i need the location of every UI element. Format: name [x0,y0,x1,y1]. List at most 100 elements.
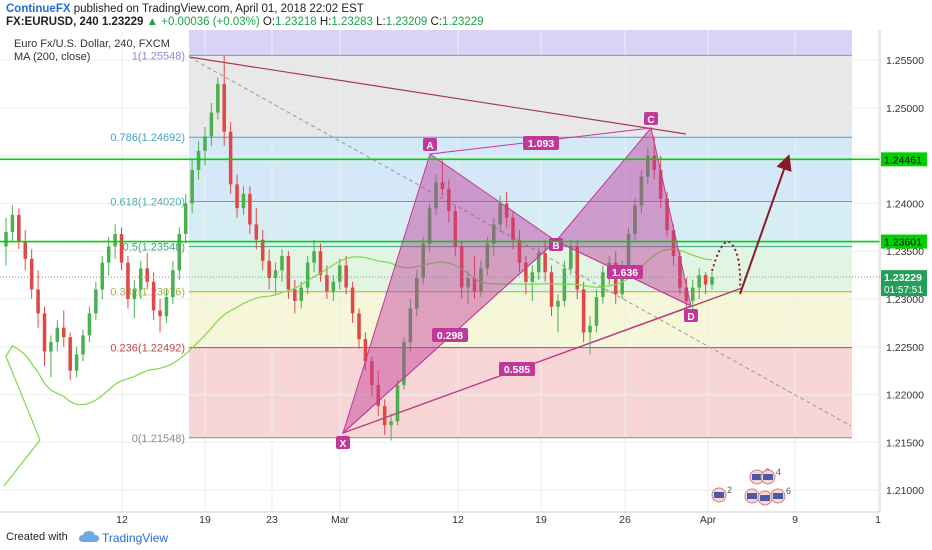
candle-body [145,268,149,282]
price-tick-label: 1.24000 [886,198,924,210]
fib-level-label: 0.786(1.24692) [110,132,185,144]
candle-body [29,258,34,290]
candle-body [690,287,695,301]
economic-events[interactable]: 22456 [711,467,791,506]
candle-body [447,189,451,212]
resistance-trendline [188,56,687,135]
candle-body [55,327,60,343]
candle-body [196,150,201,170]
candle-body [504,203,509,218]
pattern-point-label: X [340,439,347,450]
candle-body [453,211,458,247]
time-tick-label: 1 [875,514,881,526]
current-price-badge [881,270,927,297]
candle-body [414,277,419,309]
candle-body [402,342,406,386]
high-label: H: [319,16,332,28]
candle-body [665,198,669,231]
flag-stripe [714,492,724,498]
time-tick-label: 12 [116,514,128,526]
candle-body [49,342,53,352]
candle-body [684,287,689,301]
candle-body [42,313,47,352]
symbol-text[interactable]: FX:EURUSD, 240 [6,16,99,28]
high-value: 1.23283 [331,16,373,28]
candle-body [671,230,676,256]
ratio-label: 1.093 [528,138,554,150]
published-text: published on TradingView.com, April 01, … [73,3,364,15]
candle-body [4,232,8,247]
candle-body [106,246,111,263]
candle-body [171,270,175,298]
time-tick-label: Apr [700,514,717,526]
ma-200-line [3,248,713,487]
candle-body [517,239,522,263]
candle-body [633,205,637,234]
open-label: O: [262,16,276,28]
candle-body [466,277,470,288]
event-count: 2 [727,485,732,495]
candle-body [594,297,599,326]
candle-body [498,203,502,225]
time-axis[interactable]: 12 19 23 Mar 12 19 26 Apr 9 1 [0,511,881,526]
price-chart[interactable]: 1(1.25548) 0.786(1.24692) 0.618(1.24020) 0.… [0,30,932,526]
candle-body [113,233,117,247]
flag-stripe [752,474,762,480]
candle-body [325,275,329,292]
fib-level-label: 0(1.21548) [132,433,185,445]
candle-body [485,243,490,269]
horizontal-levels[interactable] [0,158,880,243]
candle-body [652,155,657,170]
candle-body [588,325,592,333]
price-tick-label: 1.25000 [886,103,924,115]
candle-body [350,287,355,314]
candle-body [703,275,708,285]
candle-body [620,265,624,295]
candle-body [209,112,214,137]
candle-body [408,308,413,343]
ratio-badge [432,328,468,342]
projection-arrows[interactable] [711,154,792,295]
price-tick-label: 1.21500 [886,437,924,449]
pattern-point-badge [423,138,437,151]
author-name[interactable]: ContinueFX [6,3,71,15]
candle-body [626,233,631,266]
ratio-badge [607,265,643,279]
level-price-badge [881,152,927,167]
publish-line: ContinueFX published on TradingView.com,… [6,3,364,15]
candle-body [459,246,464,288]
pattern-point-badge [336,436,350,449]
candle-body [536,253,541,273]
chart-header: ContinueFX published on TradingView.com,… [0,0,932,30]
dotted-projection-arrow [711,240,742,289]
candle-body [581,289,586,333]
time-tick-label: 9 [792,514,798,526]
candle-body [395,385,400,422]
level-price-badge [881,234,927,249]
pattern-point-label: B [552,241,559,252]
level-price-label: 1.24461 [884,154,922,166]
flag-stripe [773,493,783,499]
candle-body [241,193,246,209]
candle-body [100,262,105,290]
candle-body [382,406,387,426]
candle-body [132,289,137,299]
candle-body [569,246,573,269]
candle-body [511,217,515,240]
candle-body [697,275,701,288]
candle-body [427,208,432,244]
price-axis[interactable]: 1.255001.250001.245001.240001.235001.230… [0,30,927,512]
candle-body [357,313,361,340]
pattern-point-label: A [426,141,433,152]
tradingview-cloud-icon[interactable] [78,530,100,544]
candle-body [61,327,66,338]
fib-band-top [189,30,852,56]
candle-body [639,176,644,206]
candle-body [286,255,291,290]
flag-stripe [760,495,770,501]
candle-body [260,239,265,261]
time-tick-label: Mar [331,514,350,526]
tradingview-brand[interactable]: TradingView [102,531,169,545]
candle-body [678,255,682,288]
fib-band [189,137,852,202]
